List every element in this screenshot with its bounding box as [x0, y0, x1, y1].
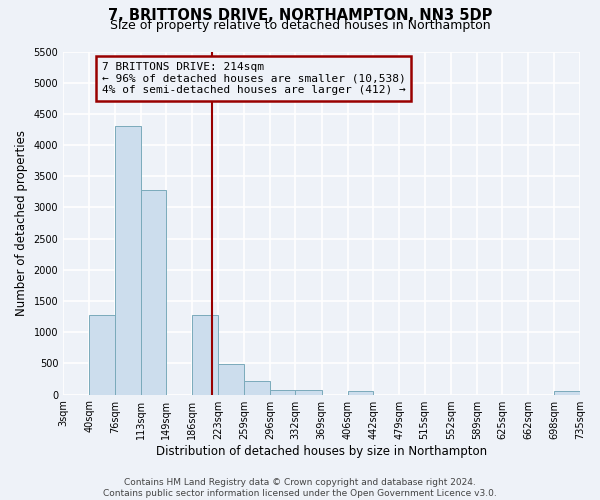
- X-axis label: Distribution of detached houses by size in Northampton: Distribution of detached houses by size …: [156, 444, 487, 458]
- Y-axis label: Number of detached properties: Number of detached properties: [15, 130, 28, 316]
- Bar: [193, 314, 218, 394]
- Text: Size of property relative to detached houses in Northampton: Size of property relative to detached ho…: [110, 19, 490, 32]
- Bar: [348, 392, 373, 394]
- Text: 7, BRITTONS DRIVE, NORTHAMPTON, NN3 5DP: 7, BRITTONS DRIVE, NORTHAMPTON, NN3 5DP: [108, 8, 492, 22]
- Bar: [244, 382, 270, 394]
- Bar: [270, 390, 295, 394]
- Bar: [554, 392, 580, 394]
- Text: Contains HM Land Registry data © Crown copyright and database right 2024.
Contai: Contains HM Land Registry data © Crown c…: [103, 478, 497, 498]
- Bar: [141, 190, 166, 394]
- Bar: [89, 316, 115, 394]
- Bar: [218, 364, 244, 394]
- Text: 7 BRITTONS DRIVE: 214sqm
← 96% of detached houses are smaller (10,538)
4% of sem: 7 BRITTONS DRIVE: 214sqm ← 96% of detach…: [102, 62, 406, 95]
- Bar: [295, 390, 322, 394]
- Bar: [115, 126, 141, 394]
